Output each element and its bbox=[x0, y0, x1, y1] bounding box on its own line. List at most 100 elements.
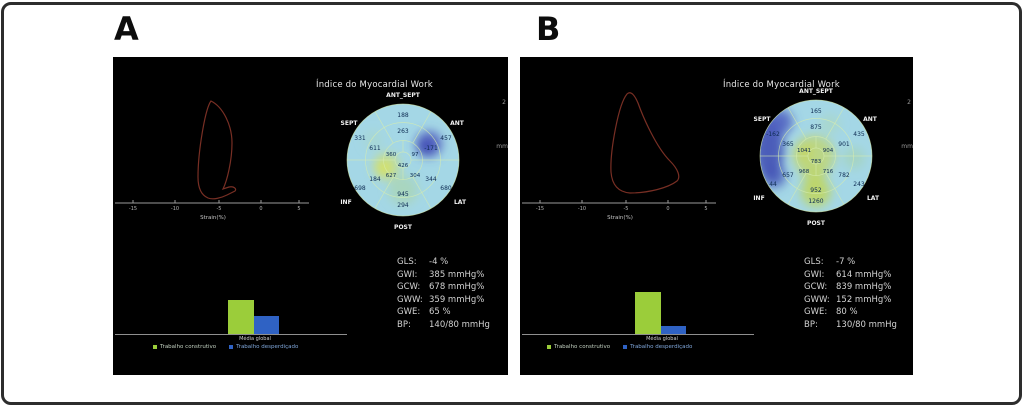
global-work-metrics: GLS: -4 % GWI: 385 mmHg% GCW: 678 mmHg% GWW… bbox=[397, 256, 490, 331]
bullseye-plot: ANT_SEPT ANT LAT POST INF SEPT 165 435 2… bbox=[753, 88, 880, 227]
metric-value: -4 % bbox=[429, 257, 449, 267]
bullseye-segment-labels: ANT_SEPT ANT LAT POST INF SEPT bbox=[340, 92, 467, 231]
metric-row: GWW: 152 mmHg% bbox=[804, 294, 892, 305]
segment-value: 457 bbox=[440, 135, 452, 142]
segment-value: 360 bbox=[386, 152, 397, 158]
segment-label-ant-sept: ANT_SEPT bbox=[799, 88, 834, 95]
strain-axis: -15 -10 -5 0 5 Strain(%) bbox=[115, 200, 309, 221]
cropped-pressure-axis-text: mm bbox=[496, 143, 508, 150]
wasted-work-bar bbox=[661, 326, 686, 334]
segment-value: 680 bbox=[440, 185, 452, 192]
segment-value: 184 bbox=[369, 176, 381, 183]
legend-item-constructive: Trabalho construtivo bbox=[547, 344, 610, 350]
metric-value: 152 mmHg% bbox=[836, 294, 892, 305]
segment-value: 304 bbox=[410, 173, 421, 179]
metric-row: GCW: 839 mmHg% bbox=[804, 282, 892, 292]
segment-value: 344 bbox=[425, 176, 437, 183]
segment-value: 875 bbox=[810, 124, 822, 131]
metric-row: GCW: 678 mmHg% bbox=[397, 282, 485, 292]
myocardial-work-title: Índice do Myocardial Work bbox=[723, 80, 840, 90]
segment-value: -171 bbox=[424, 145, 438, 152]
bullseye-color-patches bbox=[363, 130, 442, 205]
segment-value: 716 bbox=[823, 169, 834, 175]
work-bar-chart: Média global bbox=[113, 287, 373, 347]
segment-value: 901 bbox=[838, 141, 850, 148]
axis-tick-label: 0 bbox=[666, 206, 669, 212]
segment-value: 331 bbox=[354, 135, 366, 142]
segment-value: 1260 bbox=[808, 198, 823, 205]
segment-label-inf: INF bbox=[340, 199, 351, 206]
segment-value: 657 bbox=[782, 172, 794, 179]
wasted-work-bar bbox=[254, 316, 279, 334]
myocardial-work-title: Índice do Myocardial Work bbox=[316, 80, 433, 90]
metric-value: -7 % bbox=[836, 257, 856, 267]
cropped-pressure-axis-text: 2 bbox=[502, 99, 506, 106]
segment-value: 263 bbox=[397, 128, 409, 135]
apex-value: 783 bbox=[811, 159, 822, 165]
strain-axis: -15 -10 -5 0 5 Strain(%) bbox=[522, 200, 716, 221]
metric-value: 140/80 mmHg bbox=[429, 319, 490, 330]
metric-row: GLS: -4 % bbox=[397, 257, 449, 267]
cropped-pressure-axis-text: mm bbox=[901, 143, 913, 150]
segment-value: 243 bbox=[853, 181, 865, 188]
panel-b-label: B bbox=[536, 10, 561, 48]
bullseye-plot: ANT_SEPT ANT LAT POST INF SEPT 188 457 6… bbox=[340, 92, 467, 231]
segment-label-ant: ANT bbox=[863, 116, 878, 123]
bar-chart-axis bbox=[115, 334, 347, 335]
segment-label-ant-sept: ANT_SEPT bbox=[386, 92, 421, 99]
bar-chart-axis bbox=[522, 334, 754, 335]
strain-loop-curve bbox=[610, 92, 680, 194]
bullseye-segment-values: 188 457 680 294 698 331 263 -171 344 945… bbox=[354, 112, 452, 209]
segment-value: 188 bbox=[397, 112, 409, 119]
segment-label-inf: INF bbox=[753, 195, 764, 202]
segment-value: 97 bbox=[412, 152, 419, 158]
global-work-metrics: GLS: -7 % GWI: 614 mmHg% GCW: 839 mmHg% GWW… bbox=[804, 256, 897, 331]
segment-value: 968 bbox=[799, 169, 810, 175]
axis-tick-label: -10 bbox=[171, 206, 179, 212]
segment-value: -162 bbox=[766, 131, 780, 138]
bullseye-rings bbox=[759, 99, 873, 213]
metric-value: 839 mmHg% bbox=[836, 282, 892, 292]
work-bar-chart: Média global bbox=[520, 287, 780, 347]
metric-value: 614 mmHg% bbox=[836, 269, 892, 280]
bullseye-segment-values: 165 435 243 1260 44 -162 875 901 782 952… bbox=[766, 108, 865, 205]
metric-row: GWE: 80 % bbox=[804, 307, 858, 317]
axis-tick-label: 5 bbox=[704, 206, 707, 212]
legend-item-wasted: Trabalho desperdiçado bbox=[623, 344, 692, 350]
segment-label-post: POST bbox=[394, 224, 413, 231]
bullseye-segment-labels: ANT_SEPT ANT LAT POST INF SEPT bbox=[753, 88, 880, 227]
bar-chart-legend: Trabalho construtivo Trabalho desperdiça… bbox=[547, 344, 692, 350]
segment-value: 611 bbox=[369, 145, 381, 152]
metric-row: BP: 130/80 mmHg bbox=[804, 319, 897, 330]
strain-axis-label: Strain(%) bbox=[607, 215, 633, 221]
segment-value: 294 bbox=[397, 202, 409, 209]
legend-swatch-green bbox=[153, 345, 157, 349]
segment-value: 44 bbox=[769, 181, 777, 188]
constructive-work-bar bbox=[228, 300, 254, 334]
metric-row: GLS: -7 % bbox=[804, 257, 856, 267]
panel-b-screenshot: Índice do Myocardial Work -15 -10 -5 0 5… bbox=[520, 57, 913, 375]
metric-row: GWW: 359 mmHg% bbox=[397, 294, 485, 305]
bar-chart-x-label: Média global bbox=[239, 336, 271, 342]
axis-tick-label: -15 bbox=[536, 206, 544, 212]
apex-value: 426 bbox=[398, 163, 409, 169]
segment-value: 698 bbox=[354, 185, 366, 192]
segment-value: 945 bbox=[397, 191, 409, 198]
segment-value: 904 bbox=[823, 148, 834, 154]
legend-swatch-green bbox=[547, 345, 551, 349]
segment-label-ant: ANT bbox=[450, 120, 465, 127]
metric-row: BP: 140/80 mmHg bbox=[397, 319, 490, 330]
bullseye-color-patches bbox=[760, 109, 865, 207]
pressure-strain-loop bbox=[610, 92, 680, 194]
legend-swatch-blue bbox=[623, 345, 628, 349]
metric-value: 65 % bbox=[429, 307, 451, 317]
panel-a-screenshot: Índice do Myocardial Work -15 -10 -5 0 5… bbox=[113, 57, 508, 375]
segment-label-sept: SEPT bbox=[341, 120, 359, 127]
segment-label-lat: LAT bbox=[454, 199, 467, 206]
segment-value: 165 bbox=[810, 108, 822, 115]
axis-tick-label: -5 bbox=[624, 206, 629, 212]
metric-value: 80 % bbox=[836, 307, 858, 317]
metric-row: GWI: 614 mmHg% bbox=[804, 269, 892, 280]
